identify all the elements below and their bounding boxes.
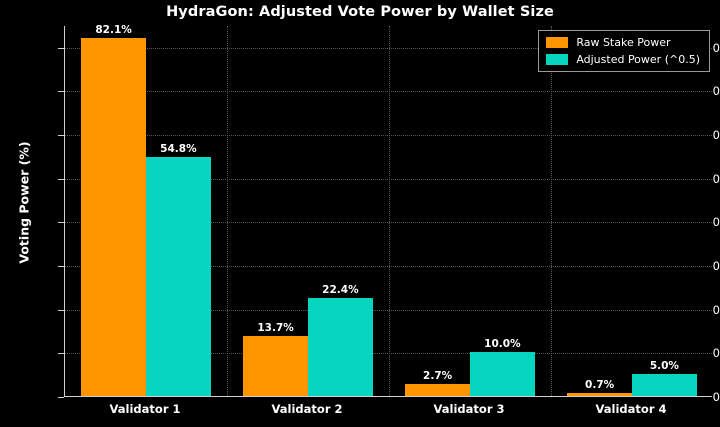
- bar-value-label: 2.7%: [423, 370, 453, 383]
- y-tick-mark: [58, 47, 64, 49]
- bar-value-label: 5.0%: [649, 360, 679, 373]
- bar-value-label: 82.1%: [95, 23, 132, 36]
- bar[interactable]: [243, 336, 308, 396]
- x-tick-label: Validator 3: [433, 402, 505, 416]
- gridline: [65, 222, 712, 224]
- legend-label: Raw Stake Power: [576, 36, 671, 49]
- x-tick-label: Validator 2: [271, 402, 343, 416]
- chart-title: HydraGon: Adjusted Vote Power by Wallet …: [166, 4, 554, 20]
- y-tick-mark: [58, 222, 64, 224]
- y-tick-label: 0: [712, 390, 720, 404]
- category-gridline: [227, 26, 228, 396]
- y-tick-mark: [58, 266, 64, 268]
- gridline: [65, 266, 712, 268]
- bar[interactable]: [81, 37, 146, 396]
- category-separator-gridlines: [65, 26, 712, 396]
- y-tick-mark: [58, 178, 64, 180]
- legend-label: Adjusted Power (^0.5): [576, 53, 700, 66]
- horizontal-gridlines: [65, 26, 712, 396]
- legend-swatch-icon: [546, 54, 569, 65]
- bar[interactable]: [632, 374, 697, 396]
- bar-value-label: 54.8%: [160, 142, 197, 155]
- gridline: [65, 47, 712, 49]
- gridline: [65, 135, 712, 137]
- bar[interactable]: [567, 392, 632, 396]
- plot-area: 82.1% 54.8% 13.7% 22.4% 2.7% 10.0% 0.7% 5.0%: [64, 23, 712, 397]
- bar-value-label: 10.0%: [484, 338, 521, 351]
- y-axis-label: Voting Power (%): [16, 141, 32, 264]
- chart-legend: Raw Stake Power Adjusted Power (^0.5): [538, 30, 710, 72]
- bar[interactable]: [470, 352, 535, 396]
- bar-value-label: 13.7%: [257, 322, 294, 335]
- x-tick-label: Validator 1: [109, 402, 181, 416]
- bar[interactable]: [146, 156, 211, 396]
- gridline: [65, 91, 712, 93]
- bar[interactable]: [308, 298, 373, 396]
- bar-value-label: 22.4%: [322, 284, 359, 297]
- bar-value-label: 0.7%: [585, 378, 615, 391]
- category-gridline: [389, 26, 390, 396]
- legend-item[interactable]: Adjusted Power (^0.5): [546, 53, 700, 66]
- legend-item[interactable]: Raw Stake Power: [546, 36, 700, 49]
- y-tick-mark: [58, 309, 64, 311]
- category-gridline: [551, 26, 552, 396]
- y-tick-mark: [58, 353, 64, 355]
- gridline: [65, 353, 712, 355]
- bar[interactable]: [405, 384, 470, 396]
- x-tick-label: Validator 4: [595, 402, 667, 416]
- legend-swatch-icon: [546, 37, 569, 48]
- gridline: [65, 178, 712, 180]
- y-tick-mark: [58, 135, 64, 137]
- y-tick-mark: [58, 91, 64, 93]
- gridline: [65, 309, 712, 311]
- bars-layer: 82.1% 54.8% 13.7% 22.4% 2.7% 10.0% 0.7% 5.0%: [65, 23, 712, 396]
- y-tick-mark: [58, 397, 64, 398]
